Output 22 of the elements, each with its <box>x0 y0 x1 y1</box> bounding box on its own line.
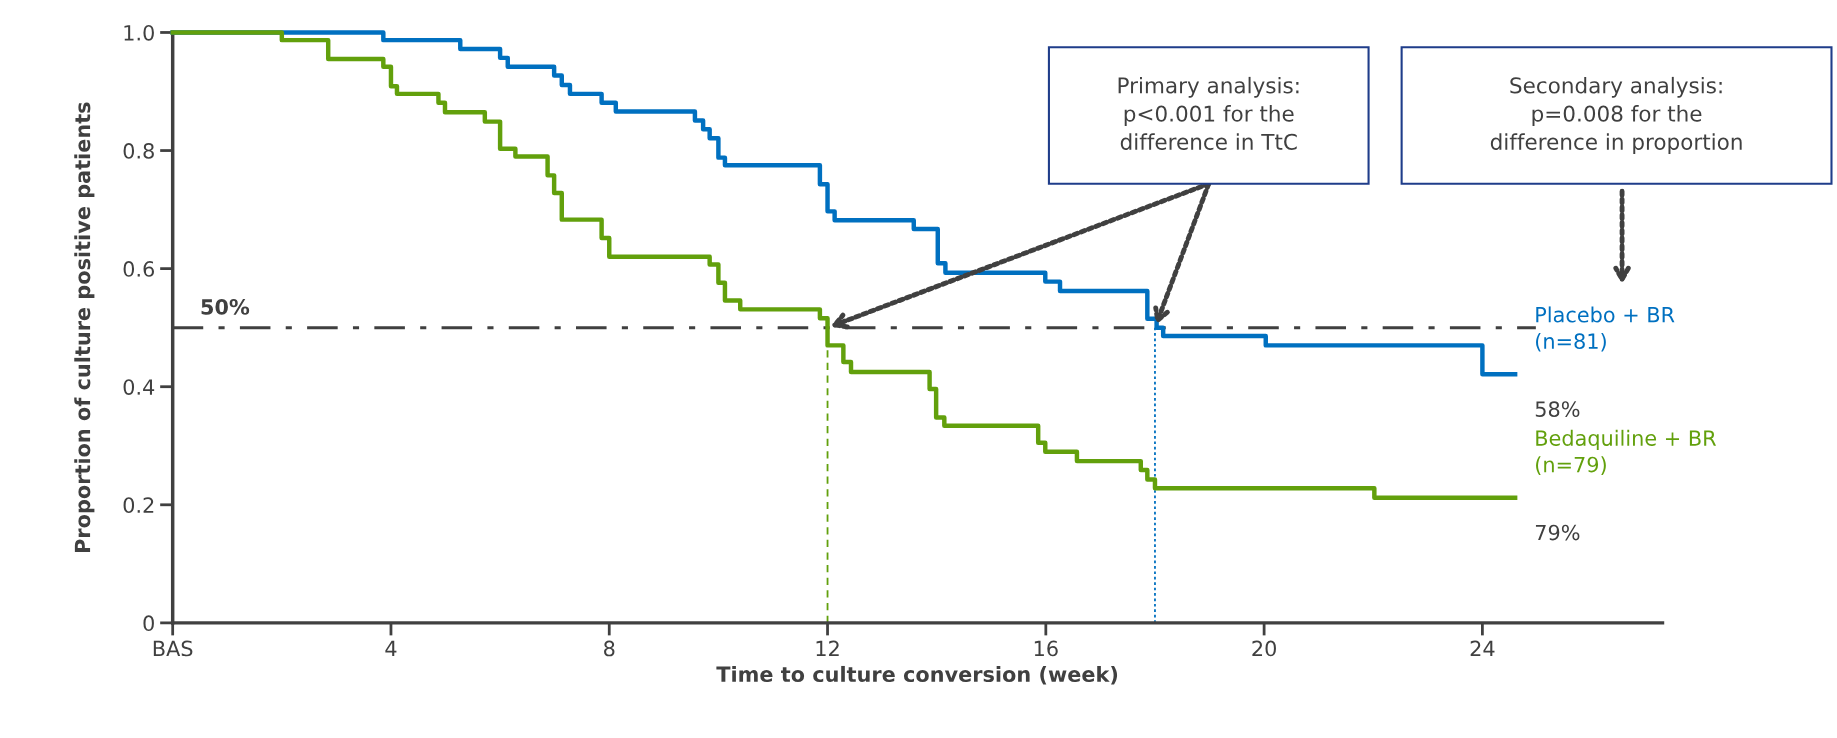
y-axis-title: Proportion of culture positive patients <box>74 102 95 552</box>
annotation: 79% <box>1535 524 1580 541</box>
y-tick-label: 0.6 <box>123 261 155 277</box>
annotation: Primary analysis: p<0.001 for the difference in TtC <box>1118 76 1299 150</box>
x-axis-title: Time to culture conversion (week) <box>716 665 1118 685</box>
y-tick-label: 0.8 <box>123 143 154 159</box>
series-label: Bedaquiline + BR (n=79) <box>1536 429 1717 475</box>
x-tick-label: 8 <box>604 640 615 657</box>
y-tick-label: 1.0 <box>124 24 154 41</box>
y-tick-label: 0.2 <box>123 497 154 513</box>
y-tick-label: 0 <box>143 615 154 632</box>
x-tick-label: 16 <box>1034 640 1058 657</box>
ref-line-label: 50% <box>201 299 250 315</box>
x-tick-label: 12 <box>816 640 839 657</box>
y-tick-label: 0.4 <box>123 379 155 395</box>
x-tick-label: 20 <box>1252 640 1276 657</box>
series-label: Placebo + BR (n=81) <box>1536 306 1675 352</box>
x-tick-label: BAS <box>153 640 193 657</box>
x-tick-label: 4 <box>385 640 397 657</box>
x-tick-label: 24 <box>1470 640 1495 657</box>
annotation: 58% <box>1535 401 1580 418</box>
annotation: Secondary analysis: p=0.008 for the difference in proportion <box>1490 76 1742 155</box>
